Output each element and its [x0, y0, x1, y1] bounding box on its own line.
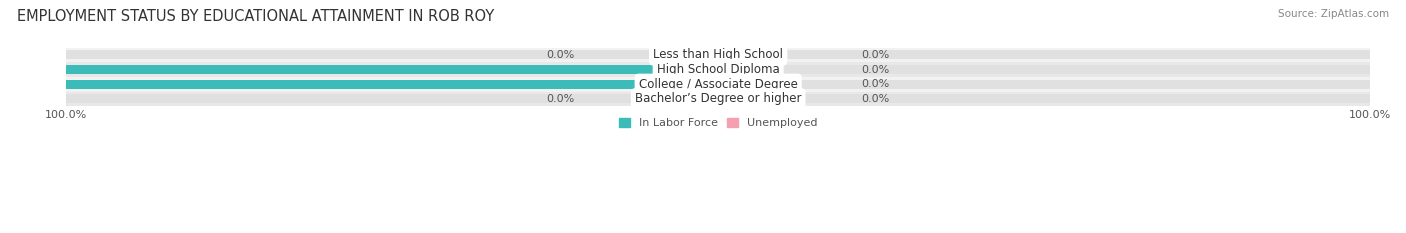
Bar — [718, 80, 770, 89]
Text: Less than High School: Less than High School — [654, 48, 783, 62]
Bar — [66, 65, 718, 74]
Text: 0.0%: 0.0% — [862, 50, 890, 60]
Text: 0.0%: 0.0% — [547, 50, 575, 60]
Bar — [66, 65, 718, 74]
Text: Source: ZipAtlas.com: Source: ZipAtlas.com — [1278, 9, 1389, 19]
Bar — [718, 80, 1369, 89]
Text: College / Associate Degree: College / Associate Degree — [638, 78, 797, 91]
Text: 0.0%: 0.0% — [862, 79, 890, 89]
Bar — [66, 80, 718, 89]
Text: 0.0%: 0.0% — [547, 94, 575, 104]
Text: EMPLOYMENT STATUS BY EDUCATIONAL ATTAINMENT IN ROB ROY: EMPLOYMENT STATUS BY EDUCATIONAL ATTAINM… — [17, 9, 494, 24]
Bar — [66, 50, 718, 59]
Legend: In Labor Force, Unemployed: In Labor Force, Unemployed — [614, 114, 821, 133]
Text: High School Diploma: High School Diploma — [657, 63, 779, 76]
Bar — [718, 94, 770, 103]
Bar — [66, 48, 1369, 62]
Bar — [718, 50, 770, 59]
Bar — [66, 77, 1369, 92]
Text: 0.0%: 0.0% — [862, 94, 890, 104]
Bar — [718, 50, 1369, 59]
Bar — [66, 80, 718, 89]
Text: 100.0%: 100.0% — [14, 79, 60, 89]
Text: 0.0%: 0.0% — [862, 65, 890, 75]
Bar — [66, 92, 1369, 106]
Text: Bachelor’s Degree or higher: Bachelor’s Degree or higher — [636, 93, 801, 105]
Text: 100.0%: 100.0% — [14, 65, 60, 75]
Bar — [66, 94, 718, 103]
Bar — [66, 62, 1369, 77]
Bar — [718, 65, 770, 74]
Bar — [718, 65, 1369, 74]
Bar — [718, 94, 1369, 103]
